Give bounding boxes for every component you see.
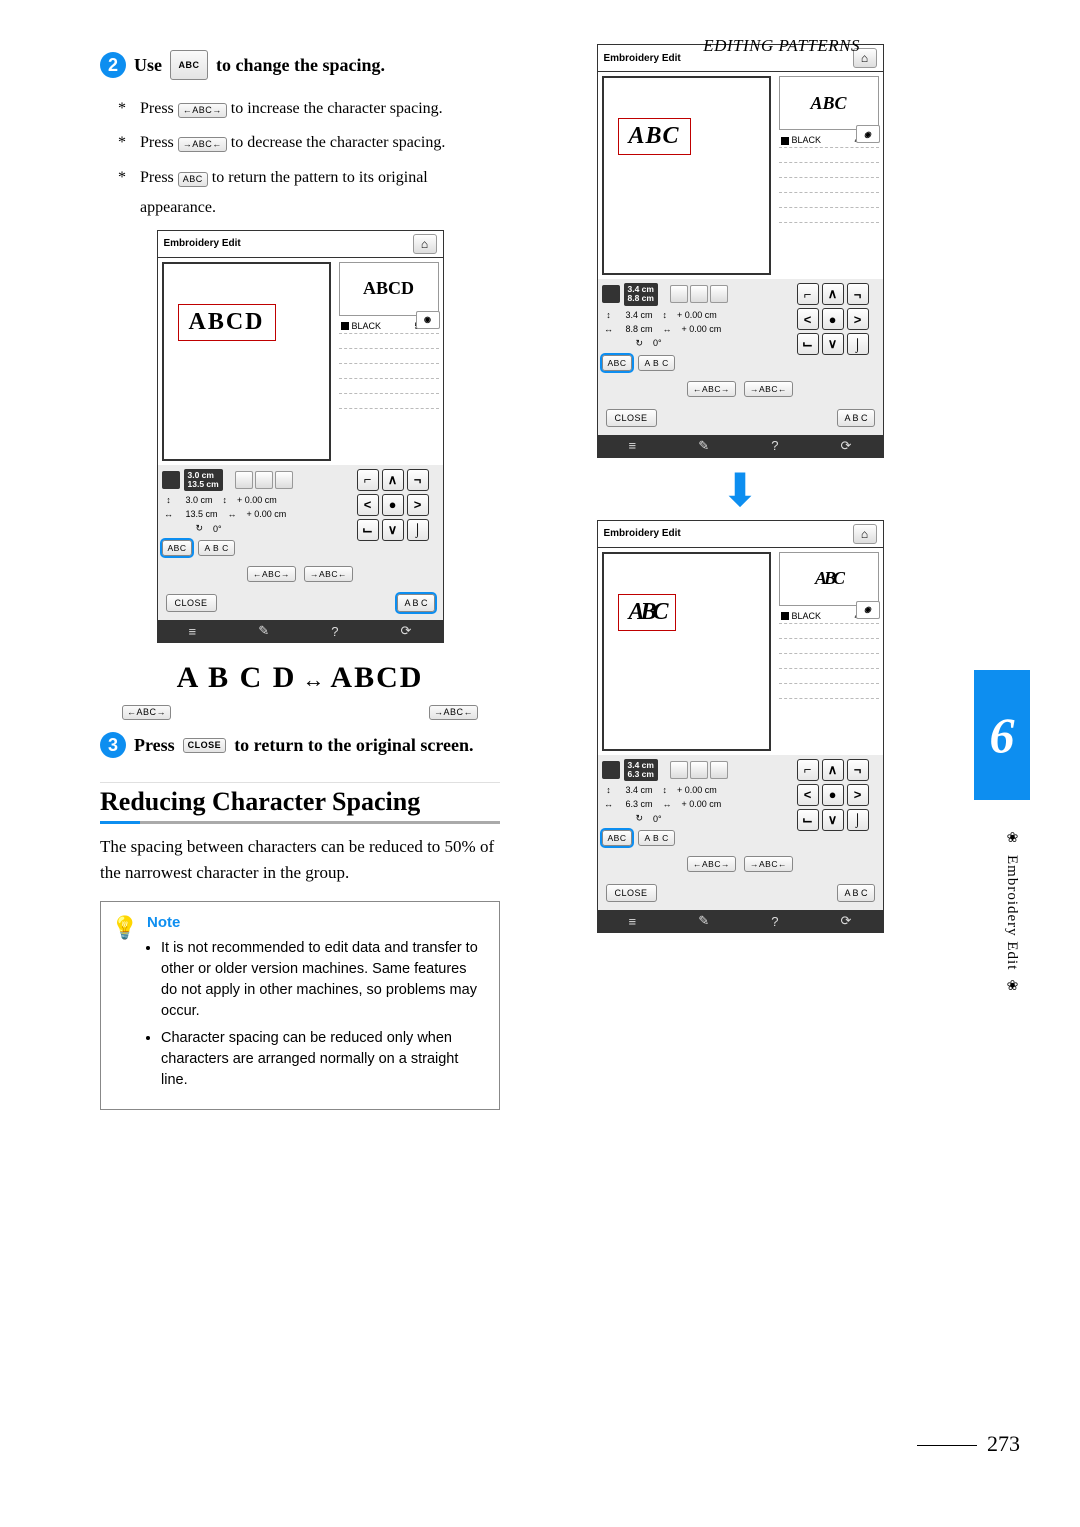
- home-icon[interactable]: ⌂: [853, 524, 877, 544]
- size-icon: [602, 761, 620, 779]
- reset-key-icon: ABC: [178, 172, 208, 187]
- abc-mode-button[interactable]: ABC: [602, 830, 633, 846]
- color-wheel-icon[interactable]: ◉: [856, 125, 880, 143]
- side-label: ❀ Embroidery Edit ❀: [1003, 830, 1020, 995]
- chapter-tab: 6: [974, 670, 1030, 800]
- increase-button[interactable]: ←ABC→: [247, 566, 296, 582]
- dpad[interactable]: ⌐∧¬ <●> ⌙∨⌡: [357, 469, 431, 541]
- canvas[interactable]: ABCD: [162, 262, 331, 461]
- abc-spaced-button[interactable]: A B C: [198, 540, 234, 556]
- footer-bar[interactable]: ≡✎?⟳: [598, 910, 883, 932]
- decrease-key-icon: →ABC←: [178, 137, 227, 152]
- dpad[interactable]: ⌐∧¬ <●> ⌙∨⌡: [797, 283, 871, 355]
- canvas-selection[interactable]: ABC: [618, 118, 691, 155]
- demo-increase-key: ←ABC→: [122, 705, 171, 720]
- abc-key-icon: ABC: [170, 50, 208, 80]
- abc-mode-button[interactable]: ABC: [602, 355, 633, 371]
- decrease-button[interactable]: →ABC←: [744, 381, 793, 397]
- increase-button[interactable]: ←ABC→: [687, 381, 736, 397]
- thread-color: BLACK: [792, 611, 822, 621]
- close-button[interactable]: CLOSE: [166, 594, 217, 612]
- increase-key-icon: ←ABC→: [178, 103, 227, 118]
- step-2: 2 Use ABC to change the spacing.: [100, 50, 500, 80]
- step-badge-3: 3: [100, 732, 126, 758]
- abc-edit-button[interactable]: A B C: [397, 594, 434, 612]
- screen-b: Embroidery Edit⌂ ABC ABC◉ BLACK4 min 3.4…: [597, 44, 884, 458]
- decrease-button[interactable]: →ABC←: [744, 856, 793, 872]
- spacing-demo: A B C D↔ABCD ←ABC→→ABC←: [100, 661, 500, 720]
- running-head: EDITING PATTERNS: [703, 36, 860, 56]
- section-title: Reducing Character Spacing: [100, 782, 500, 824]
- screen-title: Embroidery Edit: [604, 53, 681, 64]
- screen-c: Embroidery Edit⌂ ABC ABC◉ BLACK4 min 3.4…: [597, 520, 884, 934]
- close-key-icon: CLOSE: [183, 738, 227, 753]
- canvas-selection[interactable]: ABC: [618, 594, 676, 631]
- page-number: 273: [917, 1431, 1020, 1457]
- note-item: It is not recommended to edit data and t…: [161, 938, 485, 1022]
- increase-button[interactable]: ←ABC→: [687, 856, 736, 872]
- size-icon: [162, 471, 180, 489]
- step-badge-2: 2: [100, 52, 126, 78]
- abc-edit-button[interactable]: A B C: [837, 884, 874, 902]
- home-icon[interactable]: ⌂: [413, 234, 437, 254]
- lightbulb-icon: 💡: [111, 912, 138, 944]
- canvas[interactable]: ABC: [602, 552, 771, 751]
- view-toolbar[interactable]: [670, 285, 728, 303]
- abc-spaced-button[interactable]: A B C: [638, 355, 674, 371]
- note-box: 💡 Note It is not recommended to edit dat…: [100, 901, 500, 1110]
- abc-spaced-button[interactable]: A B C: [638, 830, 674, 846]
- close-button[interactable]: CLOSE: [606, 409, 657, 427]
- view-toolbar[interactable]: [670, 761, 728, 779]
- size-icon: [602, 285, 620, 303]
- color-wheel-icon[interactable]: ◉: [856, 601, 880, 619]
- canvas[interactable]: ABC: [602, 76, 771, 275]
- preview: ABC◉: [779, 552, 879, 606]
- canvas-selection[interactable]: ABCD: [178, 304, 276, 341]
- step-3: 3 Press CLOSE to return to the original …: [100, 732, 500, 758]
- demo-decrease-key: →ABC←: [429, 705, 478, 720]
- footer-bar[interactable]: ≡✎?⟳: [598, 435, 883, 457]
- footer-bar[interactable]: ≡✎?⟳: [158, 620, 443, 642]
- down-arrow-icon: ⬇: [540, 468, 940, 514]
- thread-color: BLACK: [352, 321, 382, 331]
- screen-title: Embroidery Edit: [164, 238, 241, 249]
- abc-edit-button[interactable]: A B C: [837, 409, 874, 427]
- screen-title: Embroidery Edit: [604, 528, 681, 539]
- view-toolbar[interactable]: [235, 471, 293, 489]
- thread-color: BLACK: [792, 135, 822, 145]
- screen-a: Embroidery Edit⌂ ABCD ABCD◉ BLACK5 min 3…: [157, 230, 444, 644]
- chapter-number: 6: [990, 706, 1015, 764]
- close-button[interactable]: CLOSE: [606, 884, 657, 902]
- decrease-button[interactable]: →ABC←: [304, 566, 353, 582]
- preview: ABC◉: [779, 76, 879, 130]
- preview: ABCD◉: [339, 262, 439, 316]
- dpad[interactable]: ⌐∧¬ <●> ⌙∨⌡: [797, 759, 871, 831]
- note-item: Character spacing can be reduced only wh…: [161, 1028, 485, 1091]
- body-text: The spacing between characters can be re…: [100, 834, 500, 885]
- color-wheel-icon[interactable]: ◉: [416, 311, 440, 329]
- note-title: Note: [147, 912, 485, 934]
- abc-mode-button[interactable]: ABC: [162, 540, 193, 556]
- bullet-list: *Press ←ABC→ to increase the character s…: [118, 94, 500, 224]
